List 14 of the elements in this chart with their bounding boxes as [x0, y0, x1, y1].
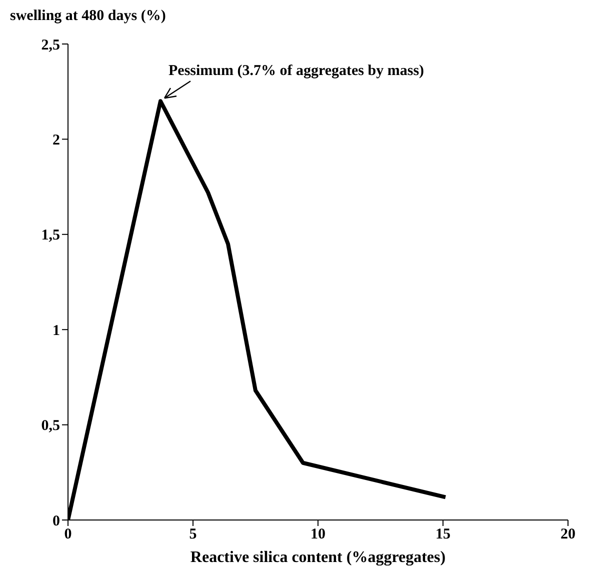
y-tick-label: 2,5: [41, 37, 60, 54]
x-tick-label: 15: [436, 526, 450, 543]
x-tick-label: 0: [64, 526, 72, 543]
y-tick-label: 2: [52, 132, 60, 149]
y-axis-title: swelling at 480 days (%): [10, 8, 166, 25]
x-tick-label: 5: [189, 526, 197, 543]
annotation: Pessimum (3.7% of aggregates by mass): [168, 63, 424, 80]
y-tick-label: 0,5: [41, 418, 60, 434]
x-tick-label: 10: [310, 526, 326, 543]
y-tick-label: 1: [52, 322, 60, 339]
y-tick-label: 1,5: [41, 228, 60, 244]
x-tick-label: 20: [560, 526, 576, 543]
x-axis-title: Reactive silica content (%aggregates): [190, 549, 446, 566]
y-tick-label: 0: [52, 513, 60, 530]
